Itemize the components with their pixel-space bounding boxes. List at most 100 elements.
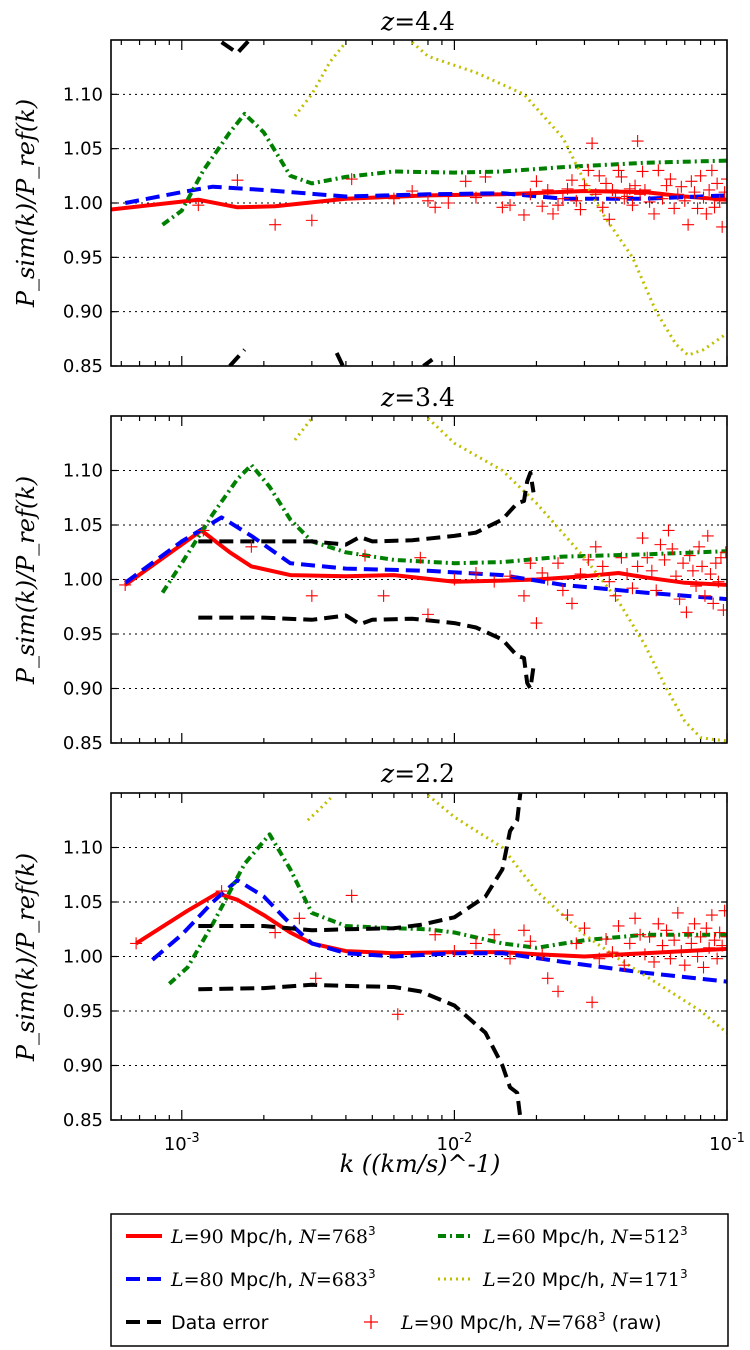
scatter-point [448, 945, 461, 958]
scatter-point [561, 182, 574, 195]
scatter-point [552, 199, 565, 212]
scatter-point [682, 926, 695, 939]
scatter-point [565, 597, 578, 610]
x-axis-label: k ((km/s)^-1) [340, 1150, 501, 1178]
scatter-point [517, 208, 530, 221]
scatter-point [547, 207, 560, 220]
x-tick-labels: 10-3 10-2 10-1 [164, 1131, 745, 1155]
scatter-point [643, 930, 656, 943]
scatter-point [578, 179, 591, 192]
plot-frame [110, 792, 728, 1121]
scatter-point [469, 191, 482, 204]
y-tick-label: 0.95 [63, 247, 103, 268]
scatter-point [530, 175, 543, 188]
scatter-point [650, 584, 663, 597]
scatter-point [718, 186, 727, 199]
scatter-point [618, 959, 631, 972]
scatter-point [718, 904, 727, 917]
legend-label: L=90 Mpc/h, N=7683 (raw) [400, 1310, 662, 1334]
scatter-point [582, 164, 595, 177]
y-tick-label: 1.00 [63, 193, 103, 214]
y-tick-label: 1.05 [63, 515, 103, 536]
legend-item-raw: L=90 Mpc/h, N=7683 (raw) [364, 1310, 662, 1334]
y-axis-label: P_sim(k)/P_ref(k) [12, 476, 40, 685]
scatter-point [192, 199, 205, 212]
scatter-point [618, 192, 631, 205]
legend-item-l90: L=90 Mpc/h, N=7683 [126, 1224, 376, 1248]
panel-title: z=2.2 [380, 759, 455, 788]
scatter-point [711, 177, 724, 190]
scatter-point [645, 564, 658, 577]
scatter-point [626, 199, 639, 212]
scatter-point [638, 948, 651, 961]
scatter-point [656, 192, 669, 205]
scatter-point [688, 186, 701, 199]
y-tick-label: 0.90 [63, 679, 103, 700]
y-tick-label: 0.90 [63, 1056, 103, 1077]
scatter-point [708, 201, 721, 214]
scatter-point [691, 950, 704, 963]
series-line-err [422, 357, 434, 366]
scatter-point [648, 955, 661, 968]
scatter-point [697, 961, 710, 974]
scatter-point [621, 568, 634, 581]
series-line-l20 [293, 417, 313, 441]
scatter-point [682, 218, 695, 231]
scatter-point [586, 996, 599, 1009]
scatter-point [578, 922, 591, 935]
y-tick-label: 0.95 [63, 1001, 103, 1022]
scatter-point [705, 164, 718, 177]
legend: L=90 Mpc/h, N=7683 L=60 Mpc/h, N=5123 L=80… [110, 1213, 729, 1347]
scatter-point [406, 185, 419, 198]
scatter-point [700, 207, 713, 220]
scatter-point [694, 930, 707, 943]
scatter-point [694, 169, 707, 182]
series-line-l80 [151, 878, 727, 984]
scatter-point [565, 174, 578, 187]
scatter-point [708, 934, 721, 947]
scatter-point [668, 934, 681, 947]
scatter-point [631, 135, 644, 148]
scatter-point [596, 201, 609, 214]
scatter-point [660, 924, 673, 937]
scatter-point [387, 192, 400, 205]
scatter-point [488, 575, 501, 588]
scatter-point [429, 201, 442, 214]
series-line-l20 [293, 41, 348, 118]
scatter-point [641, 551, 654, 564]
scatter-point [570, 937, 583, 950]
scatter-point [600, 933, 613, 946]
scatter-point [496, 201, 509, 214]
scatter-point [293, 912, 306, 925]
series-line-l90 [135, 891, 727, 959]
scatter-point [623, 182, 636, 195]
legend-item-err: Data error [126, 1312, 269, 1334]
scatter-point [606, 183, 619, 196]
y-tick-label: 1.00 [63, 570, 103, 591]
legend-item-l20: L=20 Mpc/h, N=1713 [438, 1267, 688, 1291]
scatter-point [634, 928, 647, 941]
scatter-point [215, 885, 228, 898]
scatter-point [648, 207, 661, 220]
scatter-point [612, 919, 625, 932]
scatter-point [589, 188, 602, 201]
scatter-point [269, 926, 282, 939]
scatter-point [690, 580, 703, 593]
series-line-l80 [124, 515, 727, 602]
y-axis-label: P_sim(k)/P_ref(k) [12, 99, 40, 308]
scatter-point [479, 170, 492, 183]
y-tick-label: 1.05 [63, 139, 103, 160]
scatter-point [652, 917, 665, 930]
scatter-point [552, 985, 565, 998]
scatter-point [701, 529, 714, 542]
series-line-err [198, 982, 523, 1120]
scatter-point [719, 546, 727, 559]
scatter-point [469, 566, 482, 579]
scatter-point [721, 173, 727, 186]
legend-label: L=60 Mpc/h, N=5123 [482, 1224, 688, 1248]
scatter-point [541, 183, 554, 196]
scatter-point [359, 549, 371, 562]
legend-marker [364, 1315, 378, 1329]
scatter-point [675, 180, 688, 193]
scatter-point [697, 191, 710, 204]
